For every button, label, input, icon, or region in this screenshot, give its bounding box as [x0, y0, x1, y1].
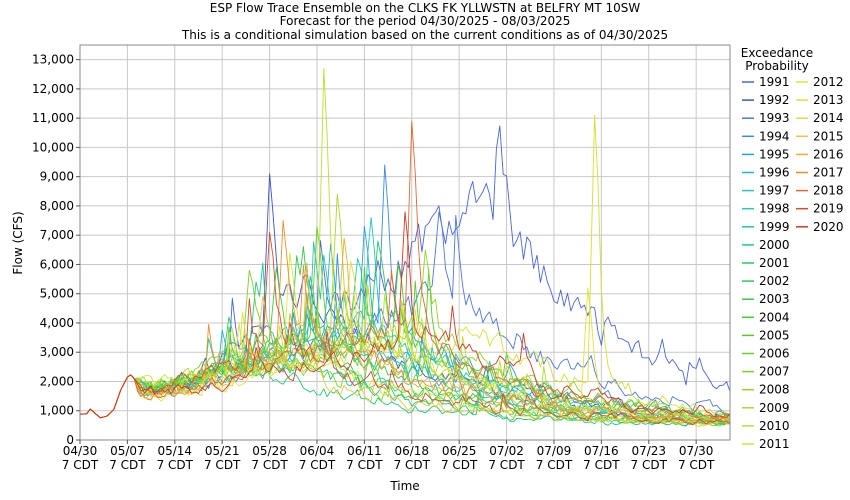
legend-label-1996: 1996 [759, 166, 790, 180]
y-tick-label: 11,000 [32, 111, 74, 125]
y-tick-label: 1,000 [40, 404, 74, 418]
series-line-2015 [79, 296, 731, 427]
legend: Exceedance Probability 19911992199319941… [741, 46, 844, 451]
series-line-2019 [79, 231, 731, 426]
y-tick-label: 13,000 [32, 53, 74, 67]
legend-label-2018: 2018 [813, 184, 844, 198]
chart-subtitle-1: Forecast for the period 04/30/2025 - 08/… [280, 14, 571, 28]
series-line-2012 [79, 252, 731, 427]
chart-title-block: ESP Flow Trace Ensemble on the CLKS FK Y… [181, 1, 668, 42]
x-tick-tz: 7 CDT [394, 458, 431, 472]
x-tick-date: 05/28 [252, 444, 287, 458]
legend-label-2004: 2004 [759, 310, 790, 324]
y-tick-label: 5,000 [40, 287, 74, 301]
legend-entries: 1991 1992 1993 1994 1995 1996 1997 1998 1999 2000… [742, 75, 844, 451]
plot-frame [79, 44, 731, 441]
x-tick-tz: 7 CDT [204, 458, 241, 472]
legend-label-2016: 2016 [813, 147, 844, 161]
x-tick-date: 06/11 [347, 444, 382, 458]
legend-label-2003: 2003 [759, 292, 790, 306]
legend-label-2012: 2012 [813, 75, 844, 89]
y-axis-label: Flow (CFS) [11, 211, 25, 274]
legend-label-1993: 1993 [759, 111, 790, 125]
x-axis-label: Time [389, 479, 419, 493]
x-tick-tz: 7 CDT [631, 458, 668, 472]
legend-label-2014: 2014 [813, 111, 844, 125]
y-tick-label: 4,000 [40, 316, 74, 330]
y-tick-label: 9,000 [40, 170, 74, 184]
legend-label-1997: 1997 [759, 184, 790, 198]
x-tick-date: 06/18 [394, 444, 429, 458]
chart-title: ESP Flow Trace Ensemble on the CLKS FK Y… [210, 1, 641, 15]
x-tick-date: 07/16 [584, 444, 619, 458]
series-line-2010 [79, 67, 731, 423]
y-tick-label: 2,000 [40, 374, 74, 388]
x-tick-tz: 7 CDT [157, 458, 194, 472]
legend-label-2010: 2010 [759, 419, 790, 433]
x-tick-date: 07/02 [489, 444, 524, 458]
x-tick-tz: 7 CDT [441, 458, 478, 472]
legend-label-1991: 1991 [759, 75, 790, 89]
y-tick-label: 6,000 [40, 257, 74, 271]
x-tick-date: 06/25 [442, 444, 477, 458]
series-line-2006 [79, 225, 731, 423]
legend-title-2: Probability [745, 59, 808, 73]
legend-label-1995: 1995 [759, 147, 790, 161]
series-line-2016 [79, 237, 731, 424]
legend-label-2007: 2007 [759, 365, 790, 379]
legend-title-1: Exceedance [741, 46, 813, 60]
x-tick-date: 07/30 [679, 444, 714, 458]
series-line-1996 [79, 243, 731, 424]
legend-label-2005: 2005 [759, 328, 790, 342]
legend-label-2017: 2017 [813, 166, 844, 180]
legend-label-1992: 1992 [759, 93, 790, 107]
x-tick-date: 05/07 [110, 444, 145, 458]
x-tick-tz: 7 CDT [109, 458, 146, 472]
x-tick-tz: 7 CDT [299, 458, 336, 472]
y-axis-ticks: 0 1,000 2,000 3,000 4,000 5,000 6,000 7,000 8,00… [32, 53, 80, 447]
x-tick-date: 05/14 [157, 444, 192, 458]
x-tick-date: 04/30 [63, 444, 98, 458]
x-tick-tz: 7 CDT [536, 458, 573, 472]
legend-label-2002: 2002 [759, 274, 790, 288]
legend-label-1994: 1994 [759, 129, 790, 143]
x-tick-date: 06/04 [300, 444, 335, 458]
x-tick-tz: 7 CDT [678, 458, 715, 472]
y-tick-label: 10,000 [32, 140, 74, 154]
grid [80, 45, 730, 440]
x-tick-date: 05/21 [205, 444, 240, 458]
series-lines [79, 67, 731, 427]
legend-label-2020: 2020 [813, 220, 844, 234]
legend-label-2006: 2006 [759, 347, 790, 361]
legend-label-2009: 2009 [759, 401, 790, 415]
y-tick-label: 3,000 [40, 345, 74, 359]
legend-label-1999: 1999 [759, 220, 790, 234]
series-line-2008 [79, 249, 731, 419]
series-line-2018 [79, 120, 731, 421]
x-tick-tz: 7 CDT [583, 458, 620, 472]
y-tick-label: 0 [66, 433, 74, 447]
series-line-2020 [79, 211, 731, 419]
legend-label-2008: 2008 [759, 383, 790, 397]
legend-label-1998: 1998 [759, 202, 790, 216]
chart-subtitle-2: This is a conditional simulation based o… [181, 28, 668, 42]
y-tick-label: 7,000 [40, 228, 74, 242]
legend-label-2000: 2000 [759, 238, 790, 252]
legend-label-2013: 2013 [813, 93, 844, 107]
legend-label-2001: 2001 [759, 256, 790, 270]
x-tick-tz: 7 CDT [346, 458, 383, 472]
x-tick-tz: 7 CDT [488, 458, 525, 472]
x-tick-date: 07/09 [537, 444, 572, 458]
x-tick-tz: 7 CDT [62, 458, 99, 472]
series-line-2014 [79, 261, 731, 425]
y-tick-label: 12,000 [32, 82, 74, 96]
x-tick-date: 07/23 [631, 444, 666, 458]
x-tick-tz: 7 CDT [251, 458, 288, 472]
y-tick-label: 8,000 [40, 199, 74, 213]
legend-label-2015: 2015 [813, 129, 844, 143]
legend-label-2011: 2011 [759, 437, 790, 451]
legend-label-2019: 2019 [813, 202, 844, 216]
